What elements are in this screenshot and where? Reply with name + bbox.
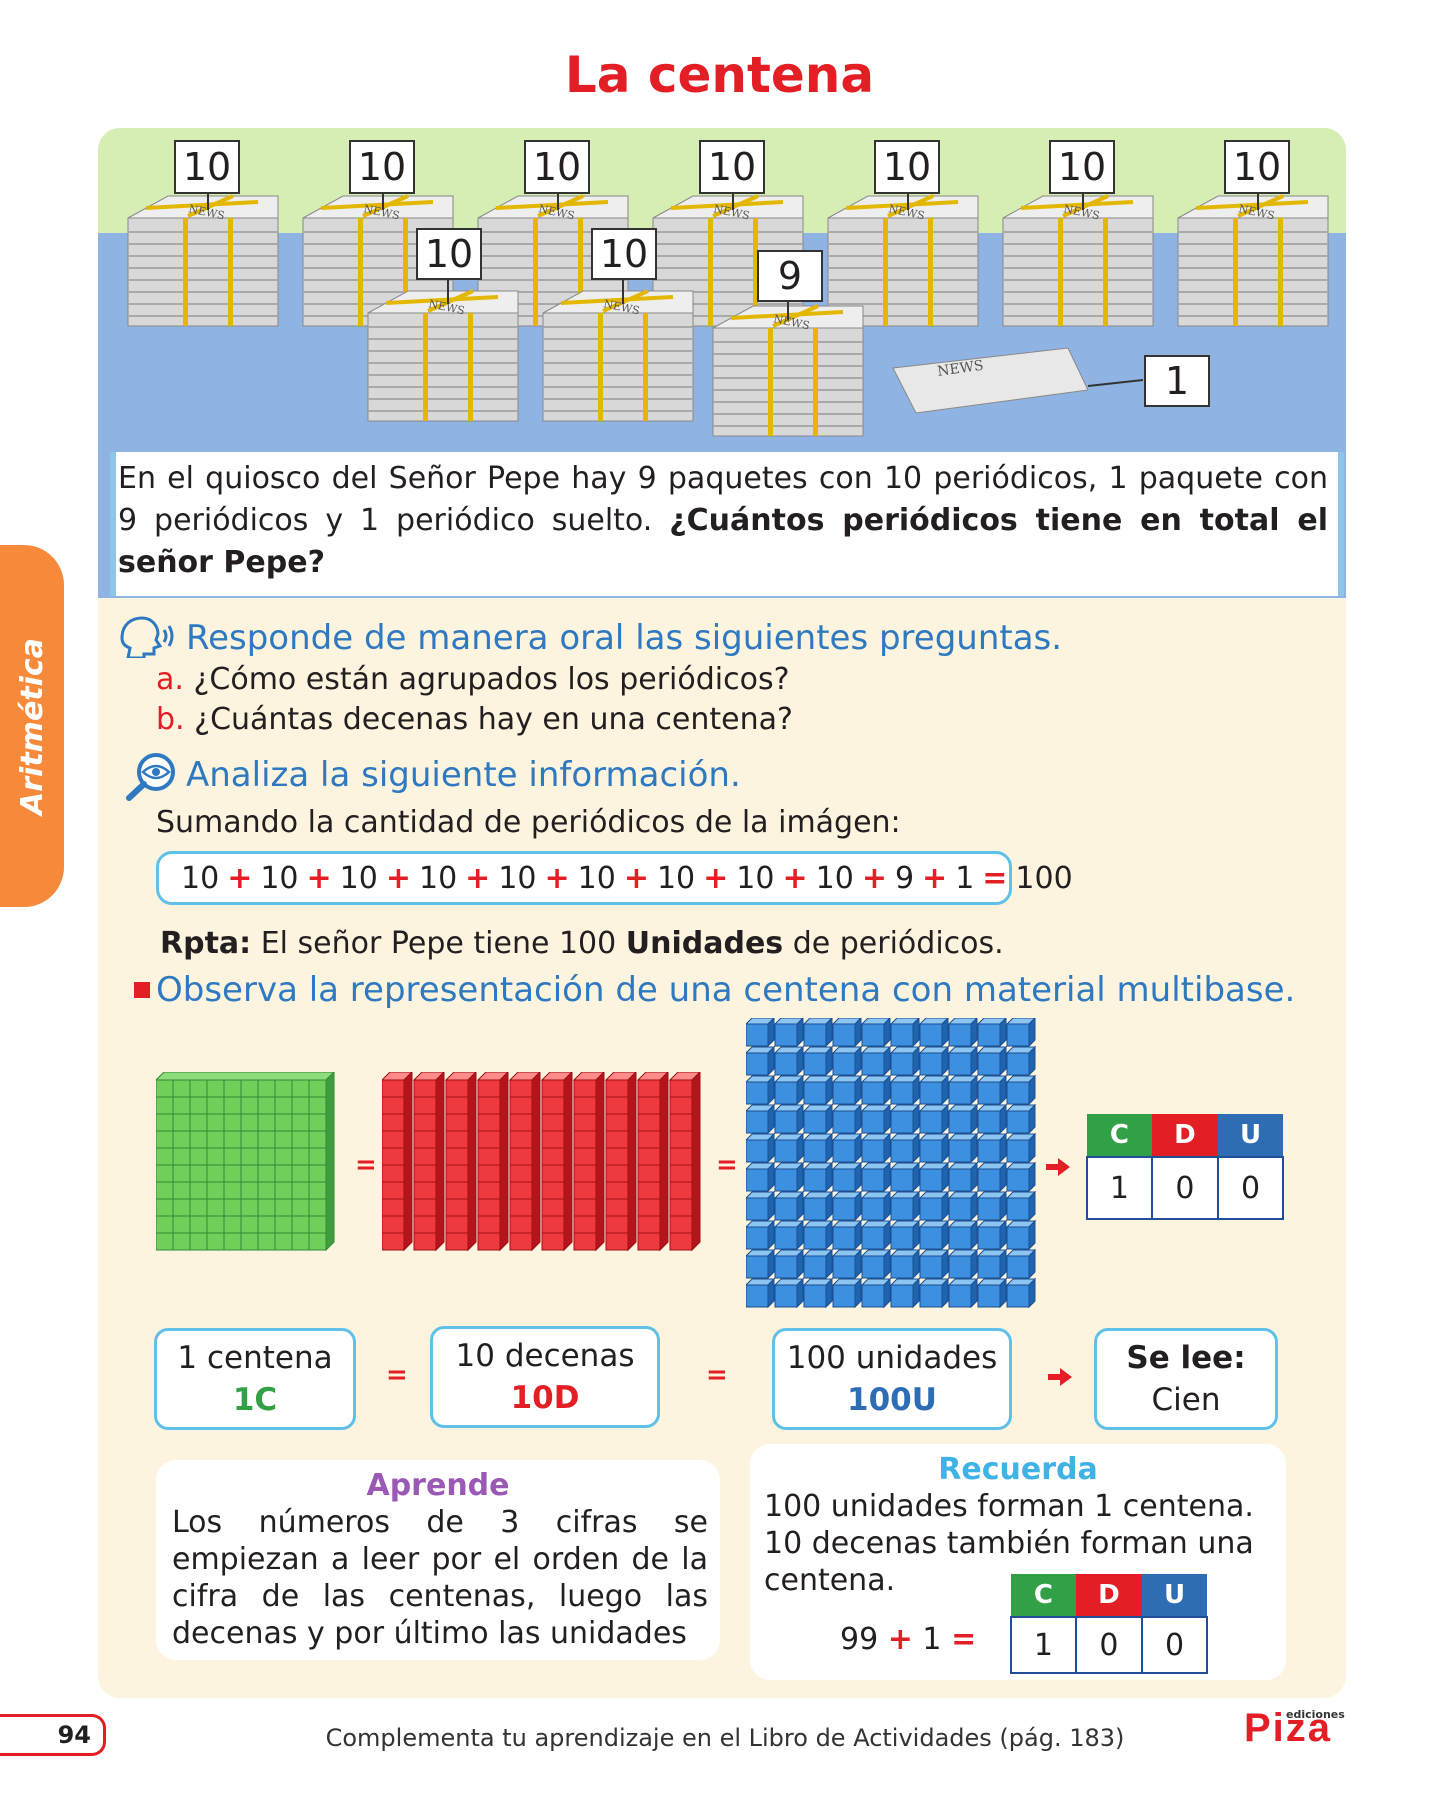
plus-sign: + — [703, 860, 729, 896]
problem-text: En el quiosco del Señor Pepe hay 9 paque… — [118, 461, 1328, 580]
side-tab — [0, 545, 64, 907]
plus-sign: + — [306, 860, 332, 896]
plus-sign: + — [385, 860, 411, 896]
sum-term: 10 — [339, 860, 378, 896]
decenas-box: 10 decenas 10D — [430, 1326, 660, 1428]
sum-term: 10 — [418, 860, 458, 896]
plus-sign: + — [227, 860, 253, 896]
plus-sign: + — [544, 860, 570, 896]
cdu-value-u: 0 — [1217, 1156, 1284, 1220]
plus-sign: + — [782, 860, 808, 896]
label-bundle-6: 10 — [1049, 140, 1115, 194]
recuerda-title: Recuerda — [938, 1452, 1098, 1487]
recuerda-line1: 100 unidades forman 1 centena. — [764, 1489, 1254, 1524]
cdu-table-main: C D U 1 0 0 — [1086, 1114, 1284, 1220]
label-bundle-3: 10 — [524, 140, 590, 194]
arrow-right-icon — [1044, 1156, 1072, 1182]
label-bundle-1: 10 — [174, 140, 240, 194]
equals-sign-4: = — [706, 1360, 728, 1390]
recuerda-equation: 99 + 1 = — [840, 1622, 977, 1657]
centena-box: 1 centena 1C — [154, 1328, 356, 1430]
cdu-header-c: C — [1087, 1114, 1152, 1157]
oral-heading: Responde de manera oral las siguientes p… — [186, 618, 1063, 658]
page-number: 94 — [0, 1714, 106, 1756]
sum-term: 10 — [656, 860, 696, 896]
bullet-square-icon — [134, 982, 150, 998]
answer-line: Rpta: El señor Pepe tiene 100 Unidades d… — [160, 926, 1004, 961]
sum-term: 10 — [736, 860, 775, 896]
bundle-back-1 — [126, 194, 280, 328]
sum-term: 10 — [815, 860, 854, 896]
sum-result: 100 — [1015, 860, 1073, 896]
analyze-heading: Analiza la siguiente información. — [186, 755, 741, 795]
label-bundle-nine: 9 — [757, 250, 823, 302]
svg-text:NEWS: NEWS — [936, 358, 984, 380]
sum-term: 10 — [181, 860, 220, 896]
unidades-box: 100 unidades 100U — [772, 1328, 1012, 1430]
cdu-value-d: 0 — [1150, 1156, 1220, 1220]
aprende-box — [156, 1460, 720, 1660]
page-title: La centena — [564, 46, 875, 104]
side-tab-label: Aritmética — [14, 637, 50, 815]
label-bundle-7: 10 — [1224, 140, 1290, 194]
magnifier-eye-icon — [124, 752, 180, 806]
equals-sign-3: = — [386, 1360, 408, 1390]
aprende-title: Aprende — [366, 1468, 510, 1503]
plus-sign: + — [861, 860, 887, 896]
cdu-header-u: U — [1218, 1114, 1283, 1157]
cdu-value-c: 1 — [1086, 1156, 1153, 1220]
sum-term: 10 — [498, 860, 537, 896]
recuerda-line2: 10 decenas también forman una centena. — [764, 1526, 1254, 1598]
equals-sign-1: = — [355, 1150, 377, 1180]
problem-box — [110, 452, 1344, 596]
problem-question: ¿Cuántos periódicos tiene en total el se… — [118, 503, 1328, 580]
hundred-flat-block — [154, 1070, 346, 1268]
observe-heading: Observa la representación de una centena… — [156, 970, 1296, 1010]
equals-sign-2: = — [716, 1150, 738, 1180]
sum-equation: 10 +10 +10 +10 +10 +10 +10 +10 +10 +9 +1 = 100 — [156, 851, 1073, 905]
label-bundle-5: 10 — [874, 140, 940, 194]
analyze-intro: Sumando la cantidad de periódicos de la … — [156, 805, 901, 840]
brand-small: ediciones — [1286, 1708, 1345, 1721]
sum-term: 1 — [955, 860, 975, 896]
equals-sign: = — [982, 860, 1008, 896]
ten-rods-block — [380, 1070, 712, 1268]
label-bundle-4: 10 — [699, 140, 765, 194]
sum-term: 10 — [260, 860, 299, 896]
arrow-right-icon-2 — [1046, 1366, 1074, 1392]
cdu-table-recuerda: C D U 1 0 0 — [1010, 1574, 1208, 1674]
head-speak-icon — [116, 616, 182, 662]
label-bundle-8: 10 — [416, 228, 482, 280]
hundred-unit-cubes — [744, 1016, 1046, 1324]
question-a: a. ¿Cómo están agrupados los periódicos? — [156, 662, 790, 697]
question-b: b. ¿Cuántas decenas hay en una centena? — [156, 702, 793, 737]
label-single-paper: 1 — [1144, 355, 1210, 407]
se-lee-box: Se lee: Cien — [1094, 1328, 1278, 1430]
brand-logo: Piza — [1244, 1706, 1333, 1750]
plus-sign: + — [623, 860, 649, 896]
aprende-text: Los números de 3 cifras se empiezan a le… — [172, 1505, 708, 1651]
plus-sign: + — [922, 860, 948, 896]
sum-term: 9 — [894, 860, 915, 896]
cdu-header-d: D — [1151, 1114, 1219, 1157]
plus-sign: + — [465, 860, 491, 896]
footer-text: Complementa tu aprendizaje en el Libro d… — [325, 1724, 1125, 1752]
sum-term: 10 — [577, 860, 616, 896]
label-bundle-2: 10 — [349, 140, 415, 194]
label-bundle-9: 10 — [591, 228, 657, 280]
